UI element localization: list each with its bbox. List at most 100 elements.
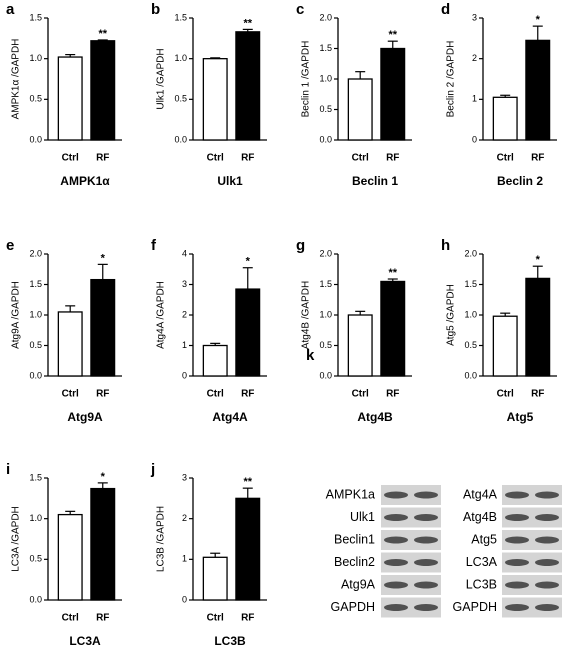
significance: ** bbox=[243, 17, 252, 29]
y-axis-label: Beclin 1 /GAPDH bbox=[301, 41, 312, 118]
y-tick-label: 1.0 bbox=[464, 309, 477, 319]
blot-label: Beclin1 bbox=[334, 532, 375, 546]
gel-band bbox=[505, 491, 529, 499]
blot-label: Atg5 bbox=[471, 532, 497, 546]
panel-letter: a bbox=[6, 1, 15, 18]
y-axis-label: Beclin 2 /GAPDH bbox=[446, 41, 457, 118]
x-tick-label: RF bbox=[241, 613, 254, 624]
panel-letter: d bbox=[441, 1, 450, 18]
gel-strip bbox=[502, 575, 562, 595]
significance: * bbox=[536, 254, 541, 266]
x-axis-label: Beclin 1 bbox=[352, 174, 398, 188]
y-tick-label: 0.0 bbox=[319, 370, 332, 380]
gel-band bbox=[414, 559, 438, 566]
gel-band bbox=[384, 536, 408, 544]
gel-strip bbox=[381, 552, 441, 573]
y-tick-label: 1.0 bbox=[319, 73, 332, 83]
gel-band bbox=[414, 514, 438, 521]
bar bbox=[57, 56, 83, 141]
x-tick-label: RF bbox=[96, 153, 109, 164]
gel-band bbox=[384, 514, 408, 521]
bar bbox=[380, 47, 406, 141]
gel-strip bbox=[502, 597, 562, 618]
panel-letter: j bbox=[150, 461, 155, 478]
y-tick-label: 3 bbox=[182, 279, 187, 289]
y-tick-label: 3 bbox=[472, 12, 477, 22]
y-tick-label: 0 bbox=[182, 370, 187, 380]
gel-strip bbox=[381, 597, 441, 618]
gel-strip bbox=[381, 507, 441, 528]
blot-label: GAPDH bbox=[331, 600, 375, 614]
x-tick-label: RF bbox=[241, 389, 254, 400]
x-tick-label: Ctrl bbox=[62, 153, 79, 164]
y-tick-label: 0.5 bbox=[29, 340, 42, 350]
x-tick-label: RF bbox=[386, 153, 399, 164]
y-tick-label: 1.5 bbox=[29, 279, 42, 289]
y-axis-label: Atg4B /GAPDH bbox=[301, 281, 312, 349]
y-tick-label: 0.0 bbox=[319, 134, 332, 144]
x-tick-label: Ctrl bbox=[62, 613, 79, 624]
x-axis-label: LC3A bbox=[69, 634, 101, 648]
y-tick-label: 0.5 bbox=[29, 94, 42, 104]
gel-band bbox=[505, 559, 529, 566]
x-axis-label: Atg4B bbox=[357, 410, 393, 424]
y-tick-label: 1 bbox=[472, 94, 477, 104]
gel-band bbox=[384, 491, 408, 499]
gel-strip bbox=[381, 530, 441, 550]
blot-label: Atg4B bbox=[463, 510, 497, 524]
gel-strip bbox=[502, 507, 562, 528]
y-tick-label: 1.5 bbox=[464, 279, 477, 289]
y-tick-label: 4 bbox=[182, 248, 187, 258]
x-tick-label: RF bbox=[531, 153, 544, 164]
blot-label: Atg9A bbox=[341, 577, 376, 591]
y-axis-label: LC3B /GAPDH bbox=[156, 506, 167, 572]
gel-band bbox=[384, 559, 408, 566]
bar bbox=[347, 78, 373, 141]
panel-letter: k bbox=[306, 347, 315, 364]
gel-band bbox=[414, 581, 438, 589]
bar bbox=[235, 497, 261, 601]
y-axis-label: LC3A /GAPDH bbox=[11, 506, 22, 572]
bar bbox=[202, 58, 228, 141]
significance: * bbox=[101, 252, 106, 264]
y-tick-label: 1.5 bbox=[29, 12, 42, 22]
x-tick-label: RF bbox=[96, 389, 109, 400]
bar bbox=[235, 288, 261, 377]
x-tick-label: Ctrl bbox=[352, 389, 369, 400]
panel-letter: i bbox=[6, 461, 10, 478]
gel-band bbox=[384, 581, 408, 589]
y-tick-label: 3 bbox=[182, 472, 187, 482]
bar bbox=[347, 314, 373, 377]
y-tick-label: 0.5 bbox=[319, 340, 332, 350]
y-axis-label: Atg5 /GAPDH bbox=[446, 284, 457, 346]
bar bbox=[90, 487, 116, 601]
x-axis-label: Ulk1 bbox=[217, 174, 243, 188]
gel-band bbox=[414, 536, 438, 544]
y-tick-label: 1.0 bbox=[319, 309, 332, 319]
gel-band bbox=[414, 604, 438, 611]
x-tick-label: Ctrl bbox=[352, 153, 369, 164]
x-tick-label: RF bbox=[386, 389, 399, 400]
x-tick-label: RF bbox=[531, 389, 544, 400]
gel-band bbox=[414, 491, 438, 499]
y-axis-label: Atg9A /GAPDH bbox=[11, 281, 22, 349]
blot-label: Ulk1 bbox=[350, 510, 375, 524]
gel-band bbox=[535, 604, 559, 611]
blot-label: LC3B bbox=[466, 577, 497, 591]
bar bbox=[492, 96, 518, 141]
x-axis-label: Atg9A bbox=[67, 410, 103, 424]
gel-band bbox=[384, 604, 408, 611]
gel-band bbox=[505, 604, 529, 611]
blot-label: AMPK1a bbox=[326, 487, 375, 501]
x-axis-label: Atg4A bbox=[212, 410, 248, 424]
bar bbox=[525, 39, 551, 141]
bar bbox=[525, 277, 551, 377]
y-tick-label: 0.0 bbox=[464, 370, 477, 380]
x-tick-label: Ctrl bbox=[207, 153, 224, 164]
x-tick-label: Ctrl bbox=[497, 153, 514, 164]
y-tick-label: 1.0 bbox=[174, 53, 187, 63]
gel-strip bbox=[502, 530, 562, 550]
y-tick-label: 0 bbox=[182, 594, 187, 604]
gel-band bbox=[535, 559, 559, 566]
